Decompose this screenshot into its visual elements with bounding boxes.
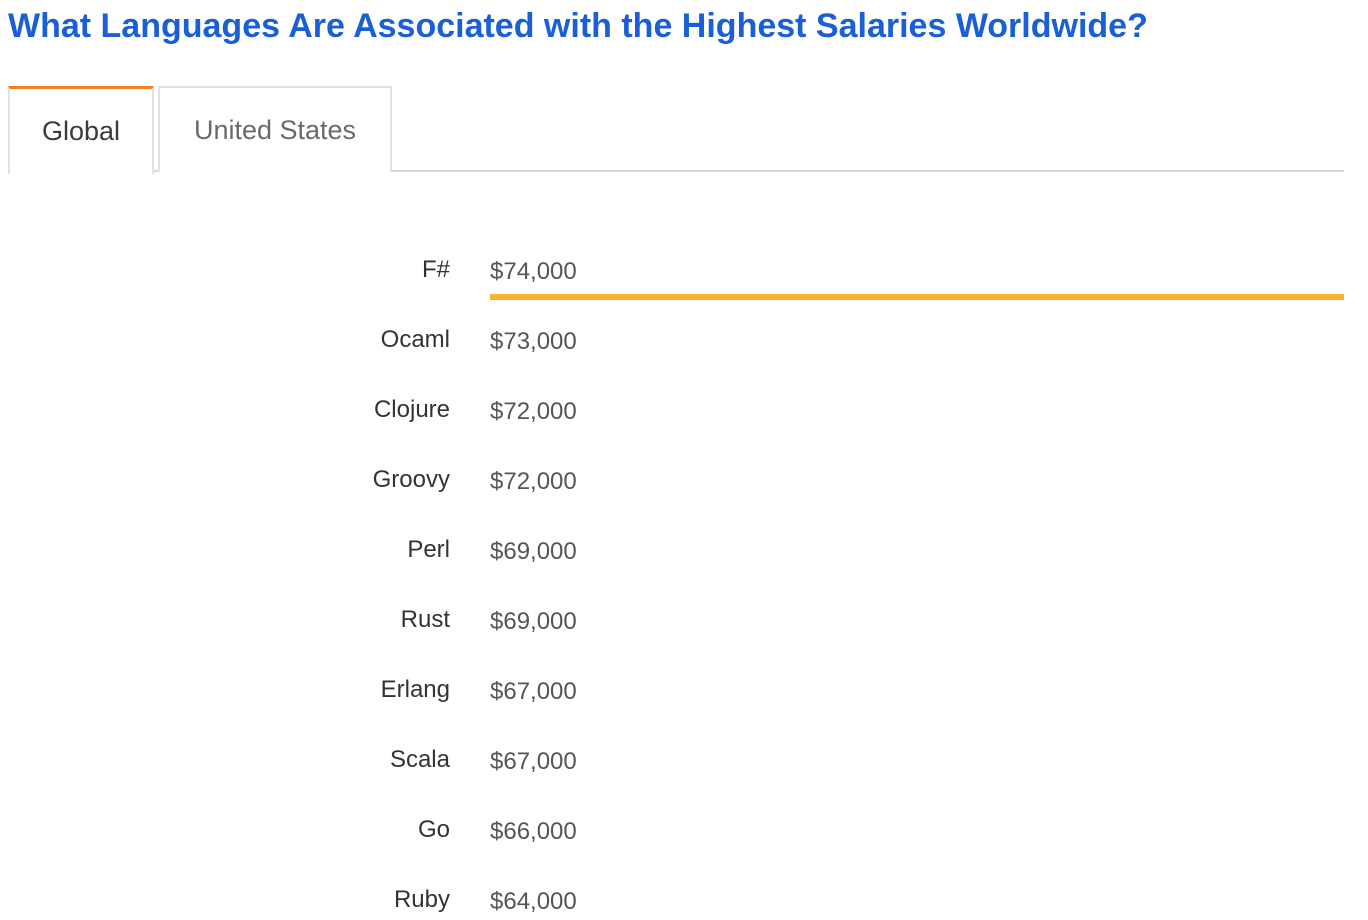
value-label: $73,000 [490,328,577,355]
category-label: F# [421,256,450,283]
category-label: Ruby [393,886,450,913]
value-label: $72,000 [490,398,577,425]
category-label: Erlang [380,676,450,703]
value-label: $66,000 [490,818,577,845]
tab-united-states[interactable]: United States [158,86,392,172]
category-label: Groovy [372,466,450,493]
bar-row: Perl $69,000 [0,510,1368,580]
value-label: $74,000 [490,258,577,285]
tab-bar: Global United States [8,86,1344,174]
bar-row: Ocaml $73,000 [0,300,1368,370]
category-label: Scala [389,746,450,773]
bar-row: Erlang $67,000 [0,650,1368,720]
bar-row: Scala $67,000 [0,720,1368,790]
bar-row: Go $66,000 [0,790,1368,860]
category-label: Perl [407,536,450,563]
bar-row: Clojure $72,000 [0,370,1368,440]
category-label: Clojure [373,396,450,423]
value-label: $67,000 [490,678,577,705]
value-label: $64,000 [490,888,577,915]
value-label: $69,000 [490,538,577,565]
salary-bar-chart: F# $74,000 Ocaml $73,000 Clojure $72,000 Groov… [0,230,1368,920]
bar-row: Groovy $72,000 [0,440,1368,510]
bar-row: Rust $69,000 [0,580,1368,650]
value-label: $67,000 [490,748,577,775]
value-label: $72,000 [490,468,577,495]
value-label: $69,000 [490,608,577,635]
category-label: Rust [400,606,450,633]
tab-global[interactable]: Global [8,86,154,174]
salary-bar [490,294,1344,300]
bar-row: Ruby $64,000 [0,860,1368,920]
category-label: Go [417,816,450,843]
page-title: What Languages Are Associated with the H… [8,7,1148,45]
category-label: Ocaml [380,326,450,353]
bar-row: F# $74,000 [0,230,1368,300]
